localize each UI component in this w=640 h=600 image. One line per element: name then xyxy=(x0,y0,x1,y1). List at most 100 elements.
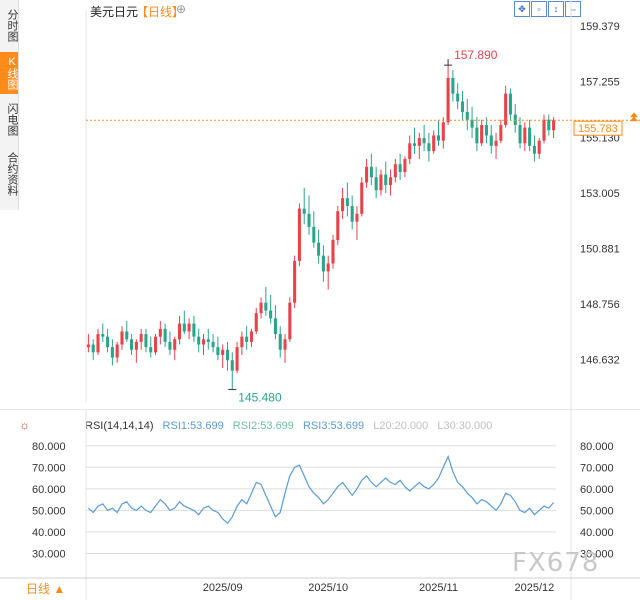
candle-body xyxy=(374,177,378,191)
tab-time-chart[interactable]: 分时图 xyxy=(6,8,18,42)
candle-body xyxy=(278,334,282,350)
candle-body xyxy=(173,339,177,350)
candle-body xyxy=(379,174,383,191)
candle-body xyxy=(96,334,100,353)
candle-body xyxy=(436,135,441,141)
candle-body xyxy=(417,138,421,146)
last-price-label: 155.783 xyxy=(578,123,618,135)
candle-body xyxy=(484,124,488,136)
candle-body xyxy=(432,135,436,152)
price-tick-label: 146.632 xyxy=(580,354,620,366)
scroll-up-icon xyxy=(630,112,638,118)
candle-body xyxy=(130,339,134,350)
price-tick-label: 157.255 xyxy=(580,77,620,89)
candle-body xyxy=(465,111,469,120)
price-axis: 159.379157.255155.130153.005150.881148.7… xyxy=(580,21,620,366)
rsi-tick-label-left: 80.000 xyxy=(32,441,66,453)
candle-body xyxy=(187,323,191,332)
rsi-legend: RSI(14,14,14) RSI1:53.699 RSI2:53.699 RS… xyxy=(85,420,498,432)
candle-body xyxy=(552,120,556,131)
candle-body xyxy=(120,331,124,345)
candle-body xyxy=(312,226,316,243)
date-tick-label: 2025/10 xyxy=(308,582,348,594)
candlestick-chart[interactable]: 159.379157.255155.130153.005150.881148.7… xyxy=(0,0,640,410)
candle-body xyxy=(139,334,143,342)
scroll-up-icon-2 xyxy=(630,116,638,122)
candle-body xyxy=(317,242,321,256)
rsi-tick-label-right: 40.000 xyxy=(580,527,614,539)
candle-body xyxy=(532,145,536,154)
candle-body xyxy=(249,331,253,342)
low-label: 145.480 xyxy=(238,390,282,404)
rsi-tick-label-right: 30.000 xyxy=(580,548,614,560)
candle-body xyxy=(518,124,522,144)
footer-period-button[interactable]: 日线 ▲ xyxy=(26,582,66,596)
rsi-line xyxy=(87,454,555,525)
candle-body xyxy=(182,323,186,332)
candle-body xyxy=(384,174,388,186)
tab-flash-chart[interactable]: 闪电图 xyxy=(6,102,18,136)
candle-body xyxy=(504,93,508,125)
candle-body xyxy=(154,336,158,353)
l20-legend: L20:20.000 xyxy=(373,420,429,432)
candle-body xyxy=(499,124,503,141)
candle-body xyxy=(403,158,407,173)
candle-body xyxy=(547,119,551,131)
zoom-out-icon[interactable]: ▫ xyxy=(531,1,547,17)
candle-body xyxy=(489,135,493,146)
candle-body xyxy=(446,77,450,123)
candle-body xyxy=(350,206,354,222)
candle-body xyxy=(369,166,373,178)
candle-body xyxy=(197,336,201,345)
candle-body xyxy=(264,302,268,311)
candle-body xyxy=(134,341,138,350)
move-up-icon[interactable]: ↕ xyxy=(548,1,564,17)
candle-body xyxy=(288,302,292,340)
zoom-in-icon[interactable]: ✥ xyxy=(514,1,530,17)
candle-body xyxy=(101,334,105,337)
price-tick-label: 153.005 xyxy=(580,188,620,200)
candle-body xyxy=(158,328,162,337)
period-label[interactable]: 【日线】 xyxy=(136,5,185,19)
price-grid xyxy=(0,0,640,410)
candle-body xyxy=(422,138,426,144)
date-tick-label: 2025/09 xyxy=(203,582,243,594)
last-price-box xyxy=(573,120,623,136)
candle-body xyxy=(211,341,215,348)
candle-body xyxy=(149,347,153,353)
candle-body xyxy=(297,208,301,261)
rsi-tick-label-right: 60.000 xyxy=(580,484,614,496)
settings-icon[interactable]: ☼ xyxy=(19,418,30,432)
rsi-chart: 80.000 80.000 70.000 70.000 60.000 60.000 50.0… xyxy=(0,410,640,600)
candle-body xyxy=(470,119,474,128)
candle-body xyxy=(336,211,340,240)
rsi-tick-label-left: 40.000 xyxy=(32,527,66,539)
candle-body xyxy=(168,341,172,350)
candle-body xyxy=(408,143,412,159)
annotations: 157.890 145.480 155.783 xyxy=(86,48,640,404)
symbol-title: 美元日元 xyxy=(90,5,139,19)
rsi2-legend: RSI2:53.699 xyxy=(232,420,294,432)
rsi-tick-label-right: 50.000 xyxy=(580,505,614,517)
candle-body xyxy=(216,347,220,355)
rsi-axis: 80.000 80.000 70.000 70.000 60.000 60.000 50.0… xyxy=(32,441,614,561)
add-indicator-icon[interactable]: ⊕ xyxy=(176,2,187,16)
candle-body xyxy=(389,177,393,186)
high-label: 157.890 xyxy=(454,48,498,62)
tab-kline-chart[interactable]: K线图 xyxy=(0,52,18,94)
candle-body xyxy=(451,77,455,94)
candle-body xyxy=(106,336,110,348)
candle-body xyxy=(273,318,277,335)
candle-body xyxy=(302,208,306,214)
candle-body xyxy=(254,313,258,332)
candle-body xyxy=(365,166,369,183)
shrink-icon[interactable]: ⇔ xyxy=(565,1,581,17)
candle-body xyxy=(460,101,465,112)
date-tick-label: 2025/12 xyxy=(515,582,555,594)
candle-body xyxy=(221,349,225,355)
tab-contract-info[interactable]: 合约资料 xyxy=(6,152,18,196)
candle-body xyxy=(307,213,311,227)
candle-body xyxy=(230,360,234,371)
price-tick-label: 148.756 xyxy=(580,299,620,311)
candle-body xyxy=(235,347,239,371)
